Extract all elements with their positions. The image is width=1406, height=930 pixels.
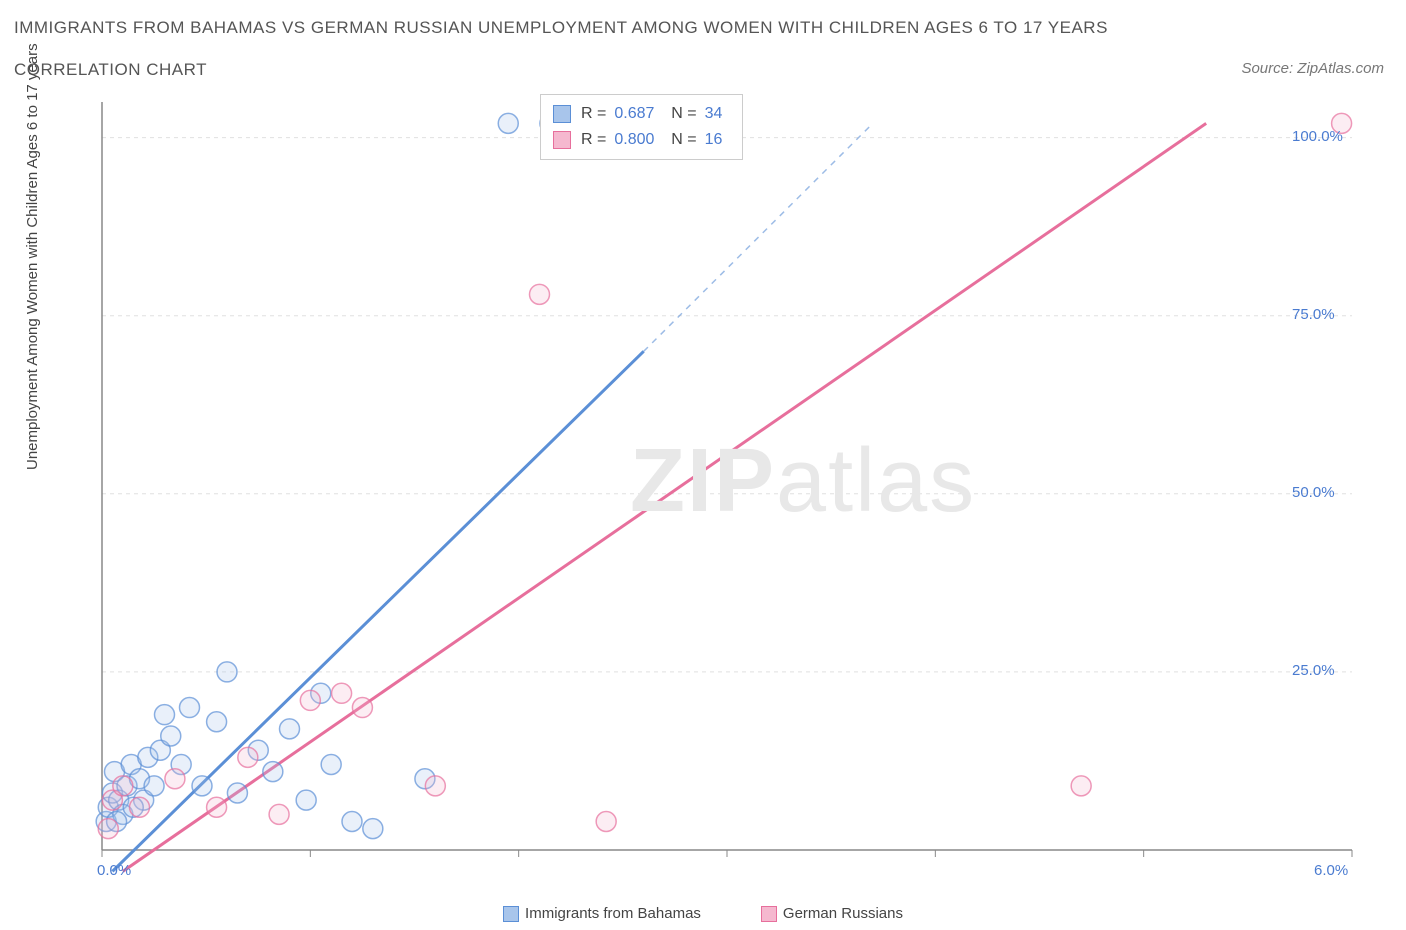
stats-row: R = 0.800 N = 16 (553, 127, 730, 153)
x-tick-label: 0.0% (97, 862, 131, 879)
correlation-stats-box: R = 0.687 N = 34 R = 0.800 N = 16 (540, 94, 743, 160)
n-value: 16 (705, 131, 723, 149)
source-attribution: Source: ZipAtlas.com (1241, 60, 1384, 77)
bottom-legend: Immigrants from Bahamas German Russians (0, 905, 1406, 922)
n-label: N = (671, 105, 696, 123)
x-tick-label: 6.0% (1314, 862, 1348, 879)
y-axis-label: Unemployment Among Women with Children A… (24, 43, 41, 470)
legend-item: Immigrants from Bahamas (503, 905, 701, 922)
legend-swatch (553, 105, 571, 123)
y-tick-label: 50.0% (1292, 484, 1335, 501)
scatter-chart-svg (70, 90, 1370, 880)
n-label: N = (671, 131, 696, 149)
y-tick-label: 100.0% (1292, 128, 1343, 145)
legend-swatch (503, 906, 519, 922)
legend-item: German Russians (761, 905, 903, 922)
r-label: R = (581, 105, 606, 123)
r-value: 0.800 (614, 131, 654, 149)
legend-label: Immigrants from Bahamas (525, 905, 701, 922)
legend-swatch (553, 131, 571, 149)
stats-row: R = 0.687 N = 34 (553, 101, 730, 127)
chart-subtitle: CORRELATION CHART (14, 60, 207, 80)
legend-swatch (761, 906, 777, 922)
r-value: 0.687 (614, 105, 654, 123)
chart-title: IMMIGRANTS FROM BAHAMAS VS GERMAN RUSSIA… (14, 18, 1108, 38)
y-tick-label: 25.0% (1292, 662, 1335, 679)
legend-label: German Russians (783, 905, 903, 922)
n-value: 34 (705, 105, 723, 123)
r-label: R = (581, 131, 606, 149)
y-tick-label: 75.0% (1292, 306, 1335, 323)
chart-area: ZIPatlas (70, 90, 1370, 880)
